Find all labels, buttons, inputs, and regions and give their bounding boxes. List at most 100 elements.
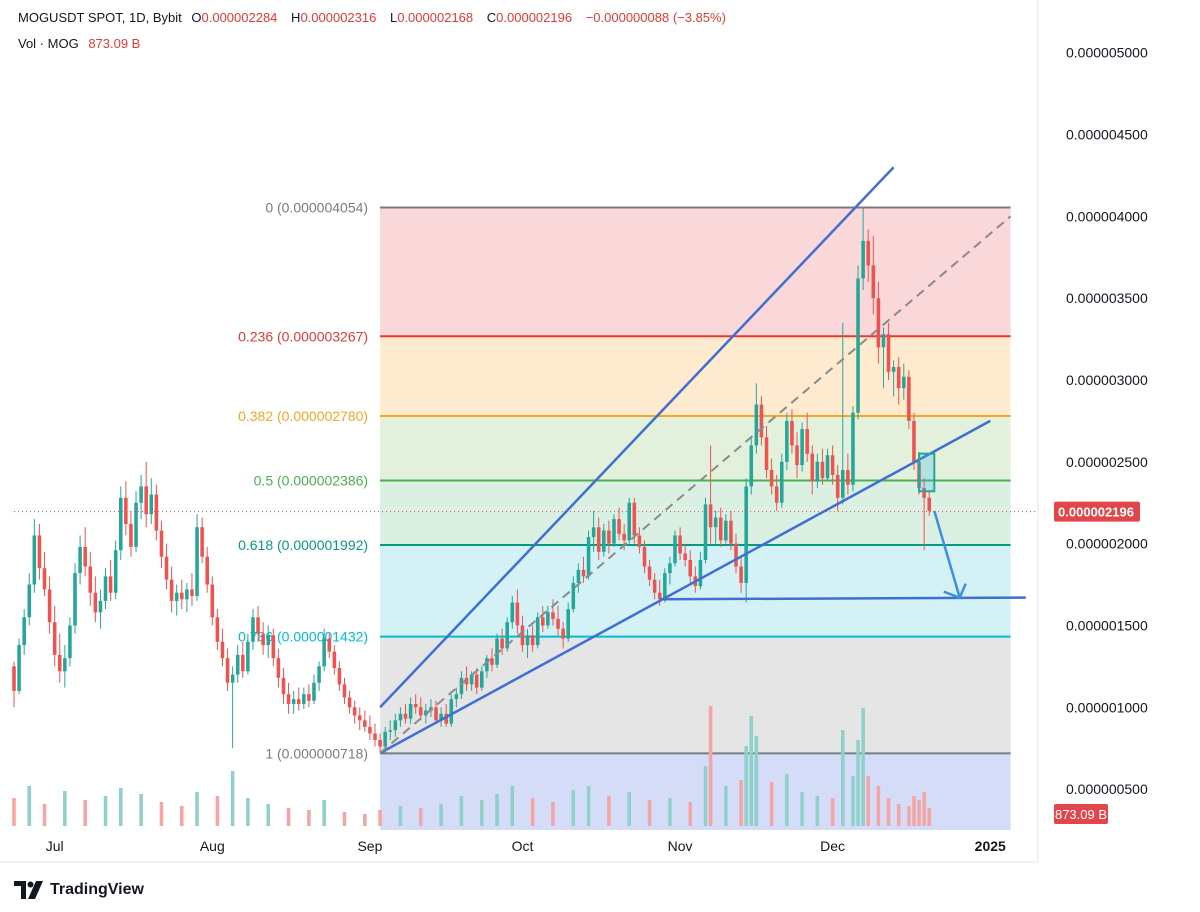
candle-body[interactable] bbox=[795, 445, 799, 466]
candle-body[interactable] bbox=[490, 658, 494, 665]
candle-body[interactable] bbox=[866, 240, 870, 266]
candle-body[interactable] bbox=[205, 556, 209, 585]
candle-body[interactable] bbox=[118, 497, 123, 551]
candle-body[interactable] bbox=[546, 612, 550, 626]
candle-body[interactable] bbox=[134, 502, 138, 547]
candle-body[interactable] bbox=[861, 240, 865, 279]
candle-body[interactable] bbox=[541, 617, 545, 626]
candle-body[interactable] bbox=[322, 638, 326, 667]
candle-body[interactable] bbox=[332, 651, 337, 668]
candle-body[interactable] bbox=[113, 550, 118, 593]
candle-body[interactable] bbox=[469, 674, 474, 685]
candle-body[interactable] bbox=[835, 474, 840, 498]
candle-body[interactable] bbox=[434, 707, 438, 721]
candle-body[interactable] bbox=[464, 677, 469, 685]
candle-body[interactable] bbox=[149, 494, 154, 515]
candle-body[interactable] bbox=[485, 658, 489, 672]
candle-body[interactable] bbox=[612, 519, 616, 544]
candle-body[interactable] bbox=[881, 334, 886, 348]
candle-body[interactable] bbox=[647, 566, 652, 580]
candle-body[interactable] bbox=[281, 677, 286, 695]
candle-body[interactable] bbox=[190, 589, 194, 596]
candle-body[interactable] bbox=[220, 641, 225, 659]
candle-body[interactable] bbox=[480, 671, 484, 688]
candle-body[interactable] bbox=[663, 573, 667, 600]
candle-body[interactable] bbox=[896, 366, 901, 389]
candle-body[interactable] bbox=[185, 589, 189, 600]
candle-body[interactable] bbox=[302, 694, 306, 704]
candle-body[interactable] bbox=[98, 600, 103, 613]
candle-body[interactable] bbox=[230, 674, 235, 683]
candle-body[interactable] bbox=[698, 560, 703, 587]
candle-body[interactable] bbox=[459, 677, 464, 695]
candle-body[interactable] bbox=[724, 520, 728, 541]
candle-body[interactable] bbox=[444, 713, 448, 724]
candle-body[interactable] bbox=[846, 470, 850, 485]
candle-body[interactable] bbox=[571, 582, 576, 610]
candle-body[interactable] bbox=[622, 533, 626, 541]
candle-body[interactable] bbox=[307, 694, 311, 701]
candle-body[interactable] bbox=[47, 589, 52, 623]
candle-body[interactable] bbox=[159, 530, 164, 557]
candle-body[interactable] bbox=[729, 520, 733, 544]
candle-body[interactable] bbox=[378, 740, 382, 747]
candle-body[interactable] bbox=[256, 617, 260, 634]
candle-body[interactable] bbox=[902, 376, 906, 389]
candle-body[interactable] bbox=[739, 566, 743, 583]
candle-body[interactable] bbox=[764, 437, 769, 470]
candle-body[interactable] bbox=[57, 654, 62, 672]
candle-body[interactable] bbox=[779, 461, 784, 503]
candle-body[interactable] bbox=[749, 445, 754, 487]
candle-body[interactable] bbox=[576, 569, 581, 583]
candle-body[interactable] bbox=[815, 461, 820, 482]
candle-body[interactable] bbox=[708, 504, 713, 528]
candle-body[interactable] bbox=[52, 622, 57, 655]
candle-body[interactable] bbox=[439, 713, 443, 721]
candle-body[interactable] bbox=[744, 486, 748, 583]
candle-body[interactable] bbox=[525, 635, 530, 646]
candle-body[interactable] bbox=[368, 726, 372, 734]
candle-body[interactable] bbox=[825, 455, 830, 479]
candle-body[interactable] bbox=[800, 429, 804, 466]
candle-body[interactable] bbox=[261, 633, 265, 646]
candle-body[interactable] bbox=[774, 486, 779, 503]
candle-body[interactable] bbox=[363, 720, 367, 727]
candle-body[interactable] bbox=[561, 628, 565, 639]
candle-body[interactable] bbox=[602, 530, 606, 552]
candle-body[interactable] bbox=[398, 713, 403, 721]
candle-body[interactable] bbox=[246, 641, 250, 672]
candle-body[interactable] bbox=[27, 584, 32, 618]
candle-body[interactable] bbox=[22, 617, 26, 646]
candle-body[interactable] bbox=[195, 527, 199, 596]
candle-body[interactable] bbox=[180, 592, 184, 600]
candle-body[interactable] bbox=[352, 707, 357, 716]
candle-body[interactable] bbox=[241, 654, 245, 672]
candle-body[interactable] bbox=[871, 265, 876, 299]
candle-body[interactable] bbox=[73, 573, 77, 626]
candle-body[interactable] bbox=[607, 530, 611, 544]
candle-body[interactable] bbox=[535, 617, 540, 646]
candle-body[interactable] bbox=[342, 684, 347, 698]
candle-body[interactable] bbox=[312, 682, 316, 701]
candle-body[interactable] bbox=[520, 625, 525, 646]
target-arrow-shaft[interactable] bbox=[933, 510, 961, 598]
wedge-lower-trendline[interactable] bbox=[379, 419, 991, 755]
candle-body[interactable] bbox=[403, 713, 408, 719]
candle-body[interactable] bbox=[673, 535, 677, 564]
candle-body[interactable] bbox=[891, 366, 896, 372]
candle-body[interactable] bbox=[851, 412, 855, 485]
candle-body[interactable] bbox=[78, 546, 82, 574]
candle-body[interactable] bbox=[754, 404, 759, 446]
candle-body[interactable] bbox=[805, 429, 809, 454]
candle-body[interactable] bbox=[291, 699, 296, 704]
candle-body[interactable] bbox=[108, 576, 113, 593]
wedge-midline-dashed[interactable] bbox=[379, 215, 1012, 754]
candle-body[interactable] bbox=[266, 635, 271, 646]
candle-body[interactable] bbox=[215, 617, 220, 642]
candle-body[interactable] bbox=[856, 278, 860, 413]
candle-body[interactable] bbox=[683, 553, 687, 560]
candle-body[interactable] bbox=[912, 420, 916, 462]
candle-body[interactable] bbox=[408, 704, 413, 719]
candle-body[interactable] bbox=[276, 658, 281, 678]
candle-body[interactable] bbox=[42, 568, 47, 590]
